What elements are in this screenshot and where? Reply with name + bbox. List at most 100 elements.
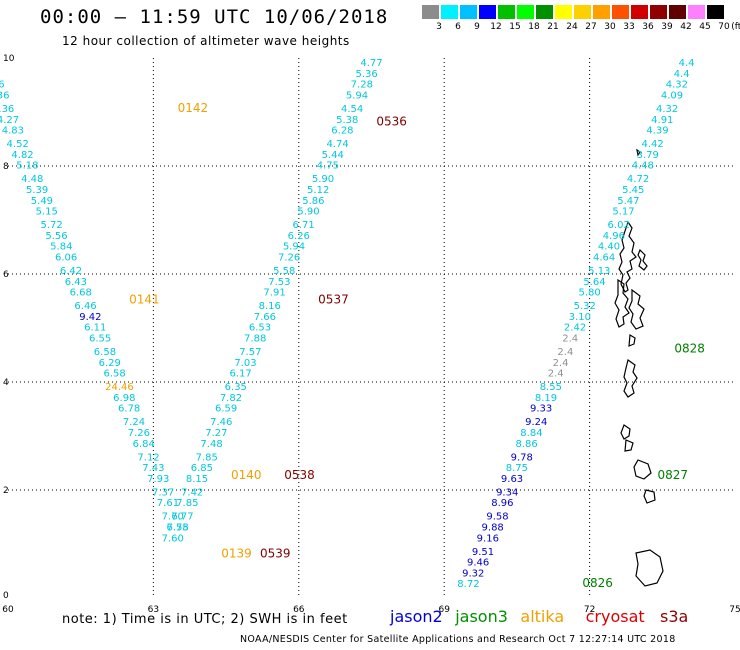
pass-label: 0142 [178,101,209,115]
legend-swatch [707,5,724,19]
wave-height-value: 5.47 [617,196,639,207]
coastline-outline [620,424,631,440]
wave-height-value: 6.58 [167,523,189,534]
wave-height-value: 8.96 [491,498,513,509]
wave-height-value: 7.91 [263,288,285,299]
wave-height-value: 7.93 [147,474,169,485]
wave-height-value: 4.36 [0,91,9,102]
wave-height-value: 6.85 [191,463,213,474]
coastline-outline [618,220,637,293]
wave-height-value: 5.36 [356,69,378,80]
wave-height-value: 7.27 [205,428,227,439]
y-tick-label: 0 [3,591,9,601]
legend-label: 33 [623,22,635,32]
legend-label: 30 [604,22,616,32]
wave-height-value: 4.48 [21,174,43,185]
wave-height-value: 24.46 [105,382,134,393]
wave-height-value: 7.43 [142,463,164,474]
wave-height-value: 4.48 [632,161,654,172]
wave-height-value: 5.90 [312,174,334,185]
wave-height-value: 6.35 [225,382,247,393]
footer-note: note: 1) Time is in UTC; 2) SWH is in fe… [62,612,348,627]
wave-height-value: 6.59 [215,404,237,415]
wave-height-value: 4.96 [603,231,625,242]
satellite-name: jason3 [455,607,508,626]
pass-label: 0140 [231,468,262,482]
wave-height-value: 9.34 [496,487,518,498]
wave-height-value: 4.40 [598,242,620,253]
wave-height-value: 7.66 [254,312,276,323]
wave-height-value: 6.55 [89,334,111,345]
wave-height-value: 7.48 [200,439,222,450]
legend-swatch [612,5,629,19]
legend-swatch [536,5,553,19]
legend-swatch [555,5,572,19]
wave-height-value: 4.39 [646,126,668,137]
wave-height-value: 6.26 [288,231,310,242]
wave-height-value: 8.15 [186,474,208,485]
wave-height-value: 7.24 [123,417,145,428]
coastline-outline [637,248,648,271]
wave-height-value: 3.79 [637,150,659,161]
x-tick-label: 60 [2,605,14,615]
wave-height-value: 5.94 [346,91,368,102]
wave-height-value: 5.18 [16,161,38,172]
pass-label: 0141 [129,293,160,307]
y-tick-label: 4 [3,378,9,388]
legend-label: 36 [642,22,654,32]
wave-height-value: 4.82 [11,150,33,161]
wave-height-value: 7.26 [278,253,300,264]
wave-height-value: 4.36 [0,80,5,91]
wave-height-value: 9.63 [501,474,523,485]
wave-height-value: 9.88 [482,523,504,534]
wave-height-value: 7.42 [181,487,203,498]
pass-label: 0536 [376,115,407,129]
y-tick-label: 6 [3,270,9,280]
wave-height-value: 6.02 [608,220,630,231]
wave-height-value: 8.75 [506,463,528,474]
wave-height-value: 5.84 [50,242,72,253]
wave-height-value: 4.72 [627,174,649,185]
wave-height-value: 5.58 [273,266,295,277]
wave-height-value: 7.88 [244,334,266,345]
x-tick-label: 63 [148,605,159,615]
wave-height-value: 4.36 [0,104,14,115]
wave-height-value: 5.39 [26,185,48,196]
wave-height-value: 5.90 [297,207,319,218]
wave-height-value: 2.4 [548,369,564,380]
legend-swatch [479,5,496,19]
coastline-outline [628,288,645,330]
wave-height-value: 4.27 [0,115,19,126]
wave-height-value: 6.71 [293,220,315,231]
wave-height-value: 8.86 [515,439,537,450]
wave-height-value: 4.32 [666,80,688,91]
wave-height-value: 7.12 [137,452,159,463]
legend-swatch [574,5,591,19]
wave-height-value: 6.58 [94,347,116,358]
wave-height-value: 6.11 [84,323,106,334]
coastline-outline [643,489,656,504]
legend-swatch [460,5,477,19]
wave-height-value: 4.83 [2,126,24,137]
wave-height-value: 6.17 [230,369,252,380]
wave-height-value: 5.80 [578,288,600,299]
wave-height-value: 6.06 [55,253,77,264]
legend-swatch [593,5,610,19]
wave-height-value: 9.32 [462,568,484,579]
wave-height-value: 4.4 [679,58,695,69]
pass-label: 0827 [657,468,688,482]
wave-height-value: 5.56 [45,231,67,242]
legend-label: 21 [547,22,559,32]
legend-label: 42 [680,22,692,32]
wave-height-value: 9.58 [486,512,508,523]
wave-height-value: 5.64 [583,277,605,288]
wave-height-value: 4.4 [674,69,690,80]
wave-height-value: 6.84 [133,439,155,450]
legend-label: 9 [474,22,480,32]
wave-height-value: 8.55 [540,382,562,393]
wave-height-value: 7.61 [157,498,179,509]
wave-height-value: 5.17 [612,207,634,218]
wave-height-value: 6.43 [65,277,87,288]
wave-height-value: 6.77 [171,512,193,523]
coastline-outline [636,148,641,157]
